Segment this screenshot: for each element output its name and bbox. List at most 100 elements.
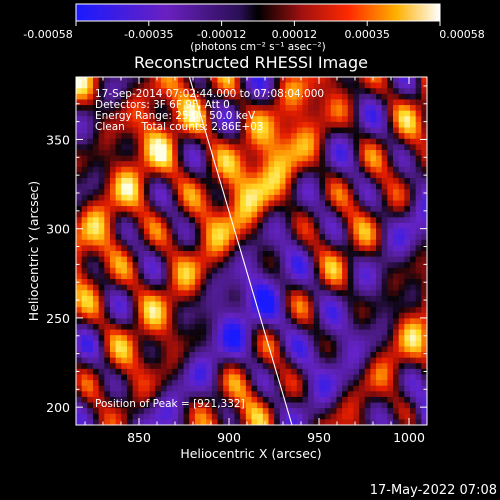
- heatmap-cell: [330, 183, 337, 190]
- heatmap-cell: [115, 329, 122, 336]
- heatmap-cell: [279, 155, 286, 162]
- heatmap-cell: [200, 279, 207, 286]
- heatmap-cell: [393, 155, 400, 162]
- heatmap-cell: [211, 284, 218, 291]
- heatmap-cell: [200, 194, 207, 201]
- heatmap-cell: [342, 166, 349, 173]
- heatmap-cell: [410, 105, 417, 112]
- heatmap-cell: [370, 138, 377, 145]
- heatmap-cell: [206, 144, 213, 151]
- heatmap-cell: [302, 391, 309, 398]
- heatmap-cell: [126, 357, 134, 364]
- heatmap-cell: [177, 161, 184, 168]
- heatmap-cell: [166, 352, 173, 359]
- heatmap-cell: [109, 402, 117, 409]
- heatmap-cell: [211, 234, 218, 241]
- heatmap-cell: [200, 340, 207, 347]
- heatmap-cell: [132, 93, 139, 100]
- heatmap-cell: [398, 189, 405, 196]
- heatmap-cell: [398, 295, 405, 302]
- heatmap-cell: [98, 323, 105, 330]
- heatmap-cell: [398, 402, 405, 409]
- heatmap-cell: [398, 323, 405, 330]
- heatmap-cell: [291, 105, 298, 112]
- heatmap-cell: [364, 144, 371, 151]
- heatmap-cell: [279, 307, 286, 314]
- heatmap-cell: [313, 419, 320, 425]
- heatmap-cell: [421, 380, 427, 387]
- heatmap-cell: [109, 116, 117, 123]
- heatmap-cell: [126, 178, 134, 185]
- heatmap-cell: [183, 200, 190, 207]
- heatmap-cell: [92, 116, 100, 123]
- heatmap-cell: [302, 155, 309, 162]
- heatmap-cell: [251, 155, 258, 162]
- heatmap-cell: [364, 396, 371, 403]
- heatmap-cell: [342, 363, 349, 370]
- heatmap-cell: [149, 402, 156, 409]
- heatmap-cell: [393, 396, 400, 403]
- heatmap-cell: [393, 149, 400, 156]
- heatmap-cell: [302, 374, 309, 381]
- heatmap-cell: [308, 340, 315, 347]
- heatmap-cell: [421, 88, 427, 95]
- heatmap-cell: [189, 307, 196, 314]
- heatmap-cell: [296, 301, 303, 308]
- heatmap-cell: [183, 194, 190, 201]
- heatmap-cell: [296, 256, 303, 263]
- heatmap-cell: [381, 245, 388, 252]
- heatmap-cell: [172, 116, 179, 123]
- heatmap-cell: [268, 295, 275, 302]
- heatmap-cell: [234, 301, 241, 308]
- heatmap-cell: [302, 211, 309, 218]
- heatmap-cell: [109, 245, 117, 252]
- heatmap-cell: [308, 301, 315, 308]
- heatmap-cell: [76, 307, 83, 314]
- heatmap-cell: [166, 279, 173, 286]
- x-axis-label: Heliocentric X (arcsec): [180, 446, 321, 461]
- heatmap-cell: [336, 396, 343, 403]
- heatmap-cell: [76, 110, 83, 117]
- heatmap-cell: [313, 82, 320, 89]
- heatmap-cell: [291, 352, 298, 359]
- heatmap-cell: [194, 273, 201, 280]
- heatmap-cell: [330, 77, 337, 84]
- heatmap-cell: [234, 217, 241, 224]
- heatmap-cell: [98, 312, 105, 319]
- heatmap-cell: [126, 413, 134, 420]
- heatmap-cell: [223, 245, 230, 252]
- heatmap-cell: [98, 340, 105, 347]
- heatmap-cell: [308, 290, 315, 297]
- heatmap-cell: [359, 200, 366, 207]
- heatmap-cell: [115, 206, 122, 213]
- heatmap-cell: [279, 279, 286, 286]
- heatmap-cell: [353, 77, 360, 84]
- heatmap-cell: [251, 267, 258, 274]
- heatmap-cell: [200, 267, 207, 274]
- heatmap-cell: [336, 256, 343, 263]
- heatmap-cell: [98, 222, 105, 229]
- heatmap-cell: [200, 419, 207, 425]
- heatmap-cell: [421, 307, 427, 314]
- heatmap-cell: [223, 206, 230, 213]
- heatmap-cell: [274, 166, 281, 173]
- heatmap-cell: [138, 385, 145, 392]
- heatmap-cell: [381, 99, 388, 106]
- heatmap-cell: [149, 200, 156, 207]
- heatmap-cell: [121, 262, 128, 269]
- heatmap-cell: [126, 419, 134, 425]
- heatmap-cell: [211, 357, 218, 364]
- heatmap-cell: [121, 105, 128, 112]
- heatmap-cell: [183, 183, 190, 190]
- heatmap-cell: [183, 172, 190, 179]
- heatmap-cell: [189, 93, 196, 100]
- heatmap-cell: [172, 99, 179, 106]
- heatmap-cell: [325, 206, 332, 213]
- heatmap-cell: [398, 234, 405, 241]
- heatmap-cell: [240, 228, 247, 235]
- heatmap-cell: [245, 385, 252, 392]
- heatmap-cell: [109, 161, 117, 168]
- heatmap-cell: [364, 222, 371, 229]
- heatmap-cell: [381, 307, 388, 314]
- heatmap-cell: [138, 413, 145, 420]
